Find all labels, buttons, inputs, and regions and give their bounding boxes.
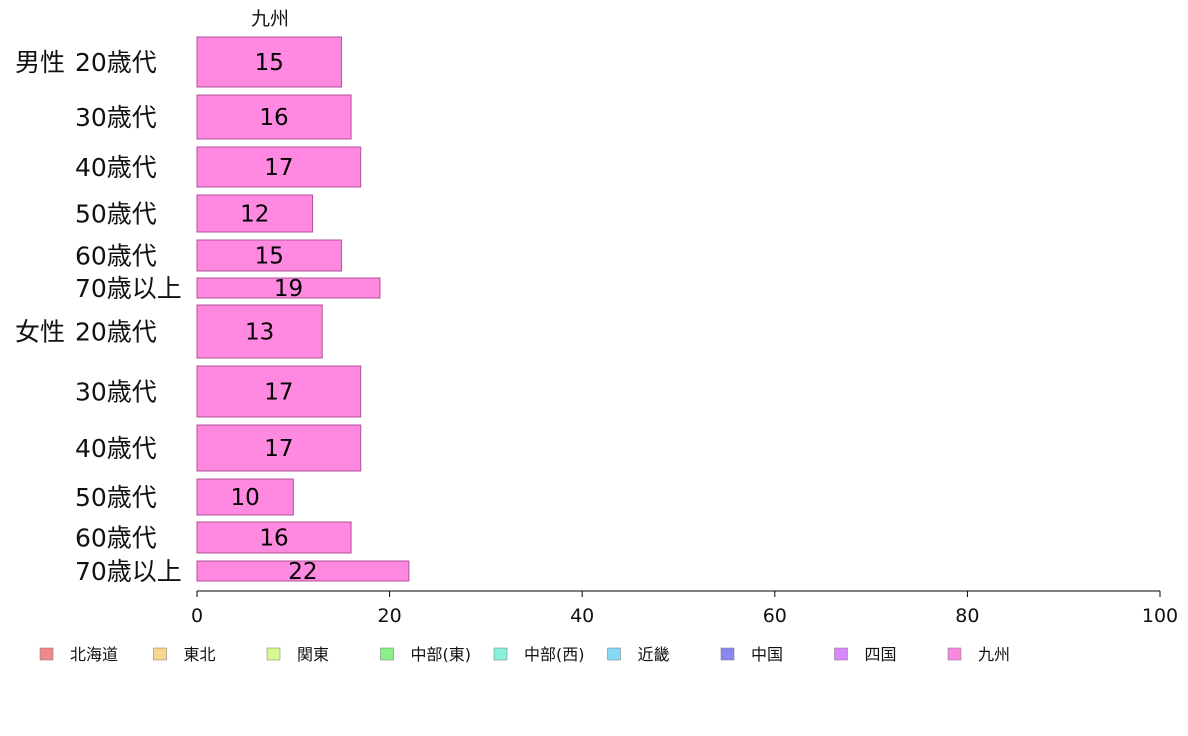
bar xyxy=(196,94,352,140)
bar-value-label: 17 xyxy=(264,155,293,181)
bar-value-label: 19 xyxy=(274,276,303,302)
bar xyxy=(196,36,342,88)
row-label: 70歳以上 xyxy=(75,274,182,303)
row-labels-layer: 20歳代男性30歳代40歳代50歳代60歳代70歳以上20歳代女性30歳代40歳… xyxy=(15,48,182,586)
bar-value-label: 12 xyxy=(240,202,269,228)
legend-swatch xyxy=(493,647,508,661)
legend-swatch xyxy=(266,647,281,661)
row-label: 30歳代 xyxy=(75,378,157,407)
bar xyxy=(196,365,362,418)
legend: 北海道 東北 関東 中部(東) 中部(西) 近畿 中国 四国 九州 xyxy=(39,645,1010,664)
bar-value-label: 17 xyxy=(264,380,293,406)
row-label: 60歳代 xyxy=(75,524,157,553)
bar xyxy=(196,277,381,299)
x-tick-label: 60 xyxy=(763,605,787,627)
bar xyxy=(196,194,314,233)
bar xyxy=(196,304,323,359)
bar-value-label: 17 xyxy=(264,436,293,462)
bar xyxy=(196,478,294,516)
group-label: 女性 xyxy=(15,318,65,347)
bar-value-label: 22 xyxy=(288,559,317,585)
bar-value-label: 15 xyxy=(255,50,284,76)
x-tick-label: 20 xyxy=(378,605,402,627)
row-label: 50歳代 xyxy=(75,200,157,229)
bar xyxy=(196,239,342,272)
row-label: 50歳代 xyxy=(75,483,157,512)
row-label: 40歳代 xyxy=(75,153,157,182)
legend-swatch xyxy=(153,647,167,661)
row-label: 60歳代 xyxy=(75,242,157,271)
legend-label: 北海道 xyxy=(70,645,118,664)
legend-label: 近畿 xyxy=(638,645,670,664)
x-axis: 0 20 40 60 80 100 xyxy=(191,590,1178,627)
bar xyxy=(196,560,410,582)
legend-label: 中部(東) xyxy=(411,645,472,664)
bar-value-label: 10 xyxy=(231,485,260,511)
legend-swatch xyxy=(39,647,54,661)
row-label: 20歳代 xyxy=(75,48,157,77)
legend-label: 中国 xyxy=(751,645,783,664)
x-tick-label: 40 xyxy=(570,605,594,627)
row-label: 30歳代 xyxy=(75,103,157,132)
bar xyxy=(196,521,352,554)
bar xyxy=(196,424,362,472)
legend-label: 中部(西) xyxy=(524,645,585,664)
legend-label: 東北 xyxy=(184,645,216,664)
legend-label: 九州 xyxy=(978,645,1010,664)
legend-label: 四国 xyxy=(865,645,897,664)
row-label: 20歳代 xyxy=(75,318,157,347)
legend-swatch xyxy=(947,647,962,661)
legend-swatch xyxy=(607,647,621,661)
bar-value-label: 16 xyxy=(259,526,288,552)
legend-swatch xyxy=(380,647,394,661)
bar-value-label: 13 xyxy=(245,320,274,346)
x-tick-label: 80 xyxy=(955,605,979,627)
x-tick-label: 0 xyxy=(191,605,203,627)
bar xyxy=(196,146,362,188)
bar-value-label: 15 xyxy=(255,244,284,270)
column-title: 九州 xyxy=(251,8,289,30)
legend-swatch xyxy=(834,647,848,661)
x-tick-label: 100 xyxy=(1142,605,1178,627)
legend-label: 関東 xyxy=(297,645,329,664)
row-label: 70歳以上 xyxy=(75,557,182,586)
group-label: 男性 xyxy=(15,48,65,77)
bar-value-label: 16 xyxy=(259,105,288,131)
row-label: 40歳代 xyxy=(75,434,157,463)
legend-swatch xyxy=(720,647,735,661)
